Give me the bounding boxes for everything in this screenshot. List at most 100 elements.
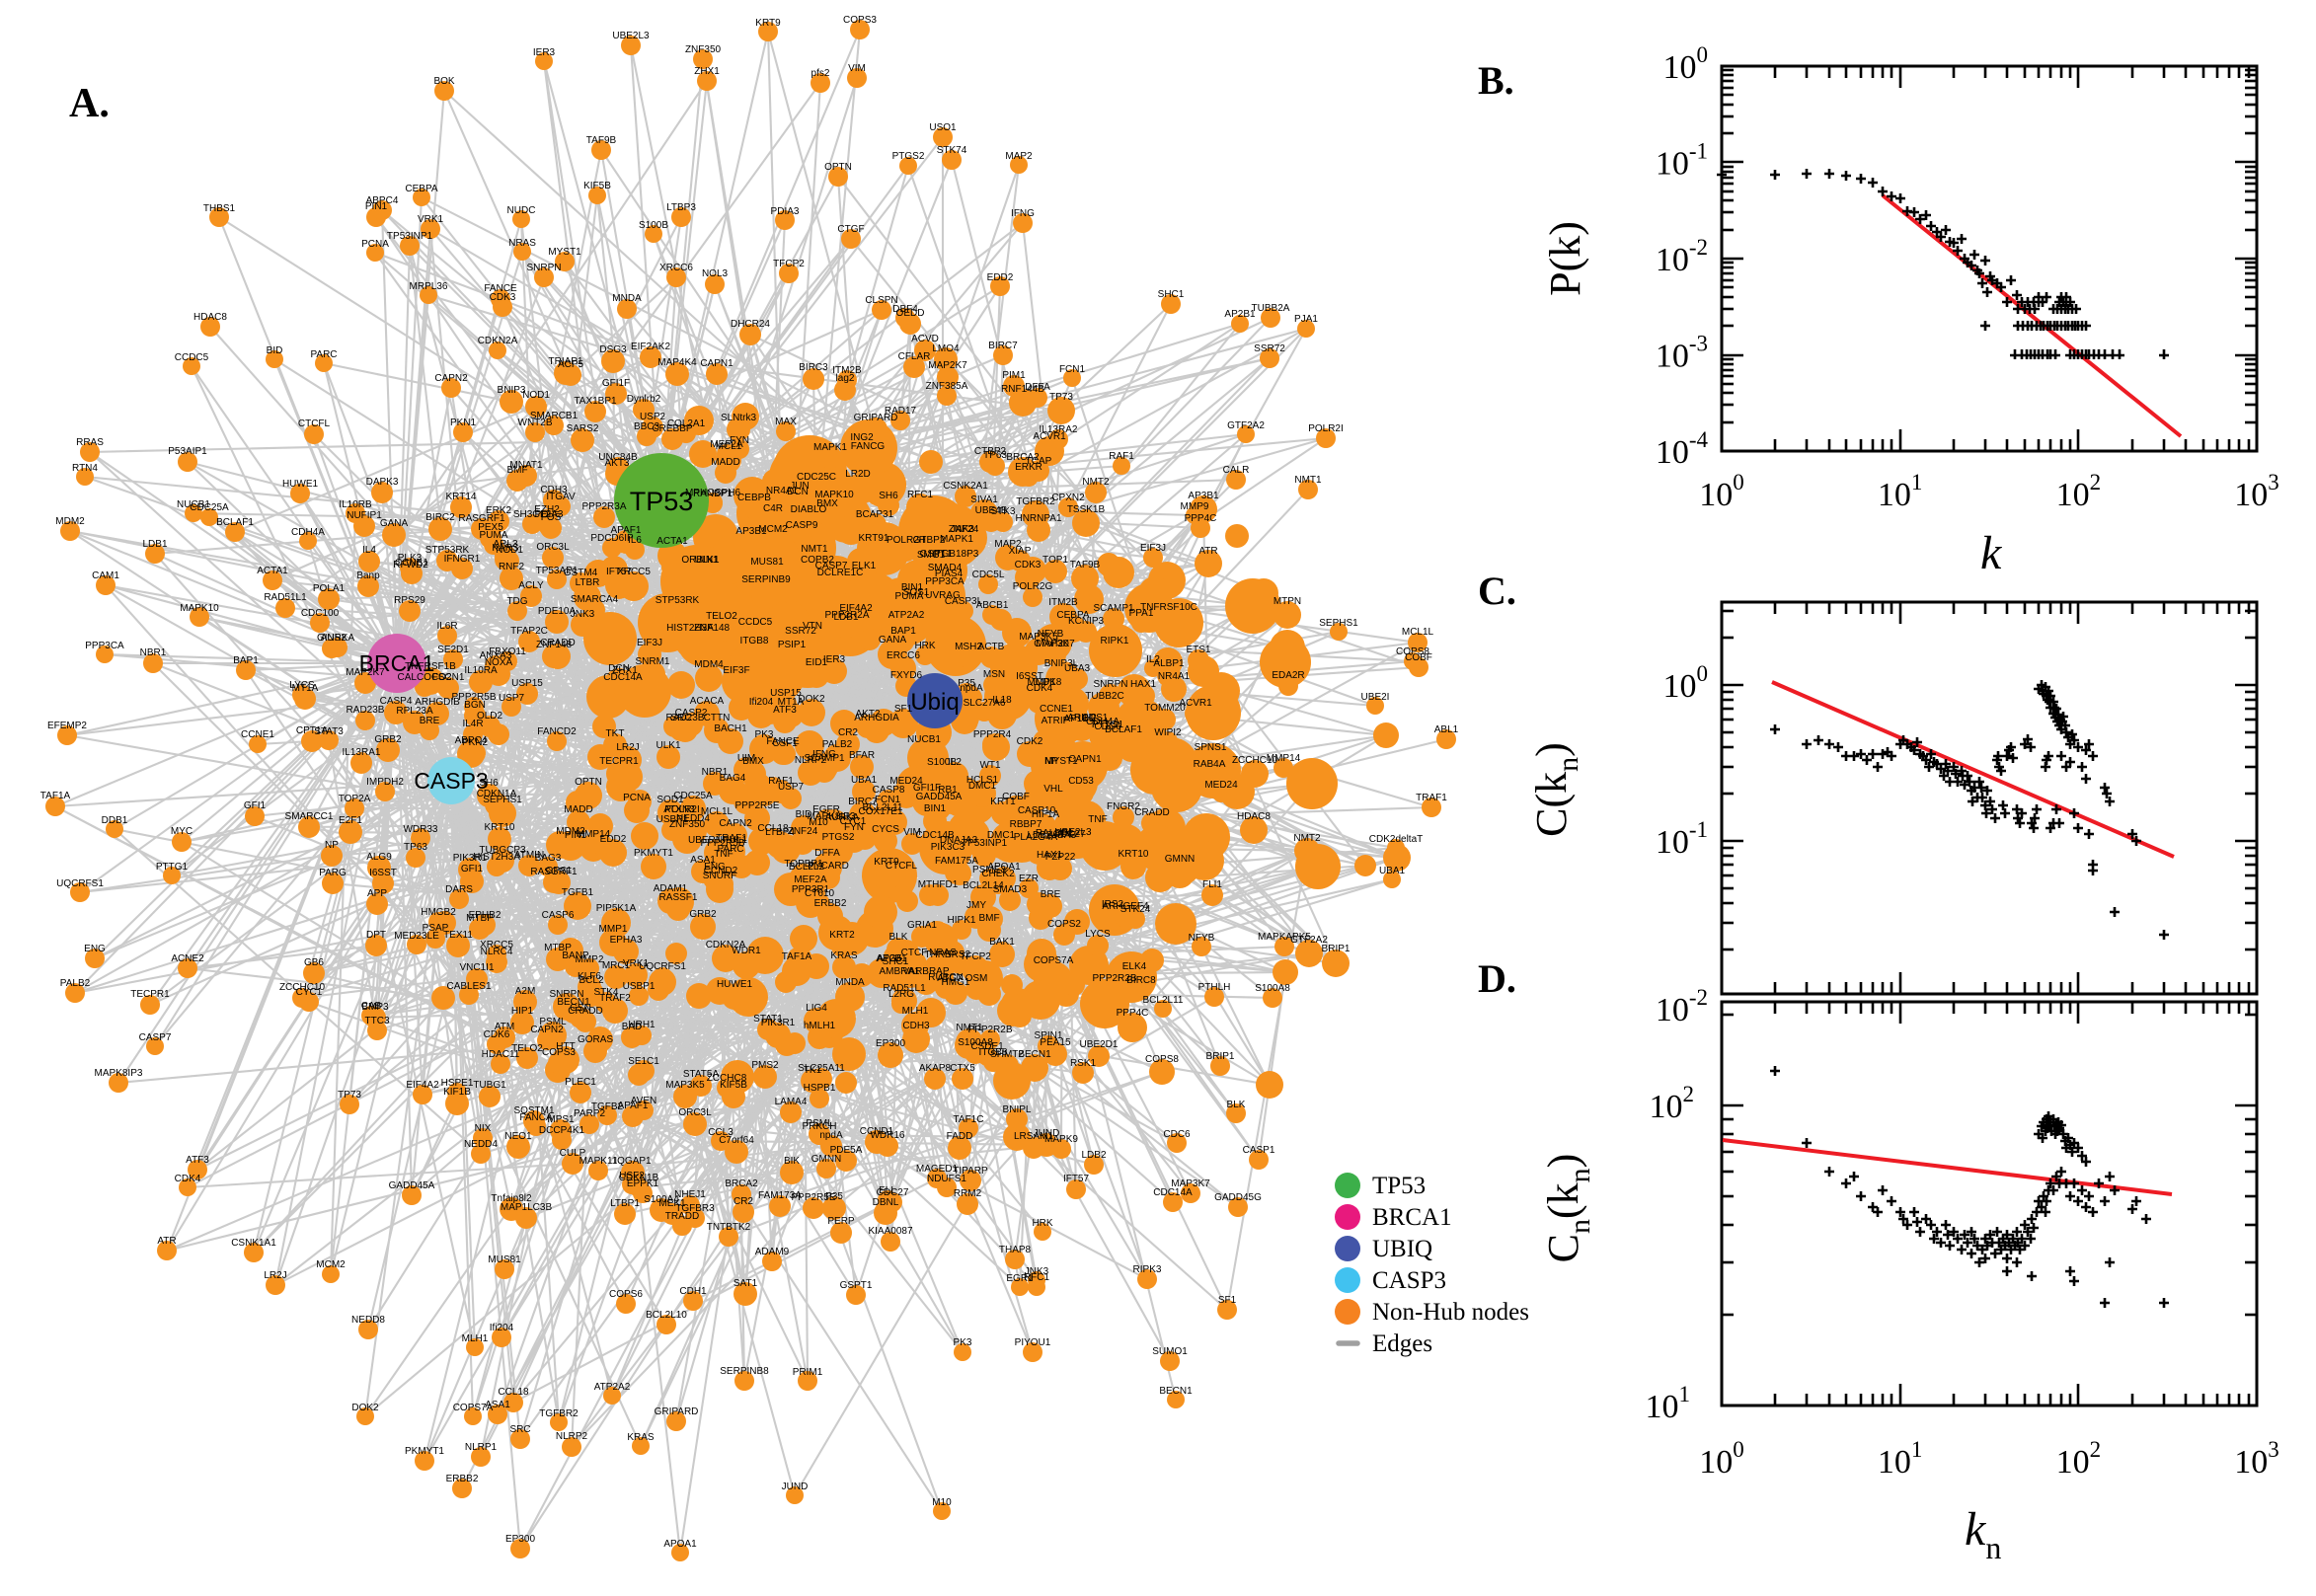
svg-text:EPHA3: EPHA3 xyxy=(610,935,643,946)
svg-text:LRSAM1: LRSAM1 xyxy=(1014,1131,1053,1142)
svg-text:BRIP1: BRIP1 xyxy=(1206,1051,1235,1062)
svg-text:HIP1: HIP1 xyxy=(511,1006,534,1017)
svg-text:COPS2: COPS2 xyxy=(1047,919,1081,930)
svg-text:RSK1: RSK1 xyxy=(1070,1058,1097,1069)
svg-text:TP53: TP53 xyxy=(1372,1173,1426,1199)
svg-text:BIRC2: BIRC2 xyxy=(425,512,455,523)
svg-text:TTC3: TTC3 xyxy=(365,1016,390,1026)
svg-text:MAX: MAX xyxy=(775,417,797,427)
svg-text:SMARCC1: SMARCC1 xyxy=(285,811,334,822)
svg-text:STK74: STK74 xyxy=(937,145,967,156)
svg-text:ORC3L: ORC3L xyxy=(678,1107,712,1118)
svg-text:UBA3: UBA3 xyxy=(1064,663,1091,674)
svg-text:IRS2: IRS2 xyxy=(949,950,971,960)
svg-text:UIM: UIM xyxy=(737,753,755,764)
svg-text:STP53RK: STP53RK xyxy=(656,595,700,606)
svg-text:NDUFS1: NDUFS1 xyxy=(927,1174,966,1184)
svg-text:ERBB2: ERBB2 xyxy=(814,898,847,909)
svg-text:CDK3: CDK3 xyxy=(490,292,516,303)
svg-text:MCL1L: MCL1L xyxy=(701,806,733,817)
svg-text:UQCRFS1: UQCRFS1 xyxy=(56,878,104,889)
svg-text:BAK1: BAK1 xyxy=(989,937,1015,948)
svg-text:ZNF350: ZNF350 xyxy=(685,44,722,55)
svg-text:WDR16: WDR16 xyxy=(870,1130,904,1141)
svg-text:IQGAP1: IQGAP1 xyxy=(614,1156,652,1167)
svg-text:KCNIP3: KCNIP3 xyxy=(1068,616,1105,627)
svg-text:SMAD3: SMAD3 xyxy=(993,884,1028,895)
svg-text:RUBCN: RUBCN xyxy=(928,972,964,983)
svg-text:BIK: BIK xyxy=(784,1156,800,1167)
svg-text:RFC1: RFC1 xyxy=(907,490,934,500)
svg-text:PPP2R2B: PPP2R2B xyxy=(967,1025,1012,1035)
svg-text:SNRM1: SNRM1 xyxy=(635,656,669,667)
svg-text:UBE2D1: UBE2D1 xyxy=(1080,1039,1119,1050)
svg-text:BAG4: BAG4 xyxy=(720,773,746,784)
svg-text:ATR: ATR xyxy=(1198,546,1217,557)
svg-text:MDM2: MDM2 xyxy=(55,516,85,527)
svg-text:XRCC5: XRCC5 xyxy=(480,940,513,950)
svg-text:ATR: ATR xyxy=(157,1236,176,1247)
svg-text:STP53RK: STP53RK xyxy=(425,545,470,556)
svg-text:SQSTM1: SQSTM1 xyxy=(513,1105,555,1116)
svg-text:PJA1: PJA1 xyxy=(1294,314,1318,325)
svg-text:TAF9B: TAF9B xyxy=(586,135,617,146)
svg-text:DOK2: DOK2 xyxy=(798,694,825,705)
svg-text:MAP2: MAP2 xyxy=(1005,151,1033,162)
svg-text:CD53: CD53 xyxy=(1068,776,1094,787)
svg-text:ACLY: ACLY xyxy=(518,580,544,591)
svg-text:CCL18: CCL18 xyxy=(498,1387,529,1398)
svg-text:CCDC5: CCDC5 xyxy=(175,352,209,363)
svg-text:BFAR: BFAR xyxy=(849,750,875,761)
svg-text:AP3B1: AP3B1 xyxy=(1188,491,1219,501)
svg-text:ACVR1: ACVR1 xyxy=(1179,698,1212,709)
svg-text:SE1C1: SE1C1 xyxy=(628,1056,659,1067)
svg-text:COBF: COBF xyxy=(1405,652,1432,663)
svg-text:ORC3L: ORC3L xyxy=(536,542,570,553)
svg-text:GSTM4: GSTM4 xyxy=(564,568,598,578)
svg-text:GRIPARD: GRIPARD xyxy=(655,1406,699,1417)
svg-text:MRC1: MRC1 xyxy=(602,960,631,971)
svg-text:TP73: TP73 xyxy=(1049,392,1073,403)
svg-text:USP15: USP15 xyxy=(511,678,543,689)
svg-text:USP7: USP7 xyxy=(499,693,525,704)
svg-text:BIRC8: BIRC8 xyxy=(1126,975,1156,986)
svg-text:TOP1: TOP1 xyxy=(1042,555,1068,566)
svg-text:PMS2: PMS2 xyxy=(751,1060,779,1071)
svg-text:EIF3F: EIF3F xyxy=(723,665,749,676)
svg-text:MADD: MADD xyxy=(711,457,739,468)
svg-text:SF1: SF1 xyxy=(1218,1295,1237,1306)
svg-text:pfs2: pfs2 xyxy=(811,68,830,79)
svg-text:GANA: GANA xyxy=(380,518,409,529)
svg-text:EZR: EZR xyxy=(1019,874,1039,884)
svg-text:HUWE1: HUWE1 xyxy=(717,979,753,990)
svg-text:ZHX1: ZHX1 xyxy=(612,665,638,676)
svg-text:PK3: PK3 xyxy=(755,729,774,740)
svg-text:USP2: USP2 xyxy=(640,412,666,422)
svg-text:PCNA: PCNA xyxy=(623,793,651,803)
svg-text:EIF2AK2: EIF2AK2 xyxy=(631,342,670,352)
svg-text:ACTA1: ACTA1 xyxy=(257,566,288,576)
svg-text:TGFB1: TGFB1 xyxy=(562,887,594,898)
svg-text:MLH1: MLH1 xyxy=(902,1006,929,1017)
svg-text:LAMA4: LAMA4 xyxy=(775,1097,808,1107)
svg-text:ALG9: ALG9 xyxy=(366,852,392,863)
svg-text:RAD23B: RAD23B xyxy=(347,705,385,716)
svg-text:FADD: FADD xyxy=(947,1131,973,1142)
svg-text:UBE2L3: UBE2L3 xyxy=(612,31,650,41)
svg-text:CSF1: CSF1 xyxy=(772,738,798,749)
svg-text:WNT2B: WNT2B xyxy=(518,418,553,428)
svg-text:NR4A1: NR4A1 xyxy=(1158,671,1191,682)
svg-text:STK4: STK4 xyxy=(593,987,618,998)
svg-text:MAPKAPK5: MAPKAPK5 xyxy=(1258,932,1311,943)
svg-text:CAPN1: CAPN1 xyxy=(1068,754,1102,765)
svg-text:RFWD2: RFWD2 xyxy=(393,560,428,570)
svg-text:CYC1: CYC1 xyxy=(296,987,323,998)
svg-text:PCNA: PCNA xyxy=(361,239,389,250)
svg-text:RBBP7: RBBP7 xyxy=(1010,819,1042,830)
svg-text:HRK: HRK xyxy=(914,641,935,651)
svg-text:PK3: PK3 xyxy=(954,1337,972,1348)
svg-text:RTN4: RTN4 xyxy=(72,463,98,474)
svg-text:PSIP1: PSIP1 xyxy=(778,640,807,650)
svg-text:ACNE2: ACNE2 xyxy=(171,953,204,964)
svg-text:GMNN: GMNN xyxy=(1165,854,1196,865)
